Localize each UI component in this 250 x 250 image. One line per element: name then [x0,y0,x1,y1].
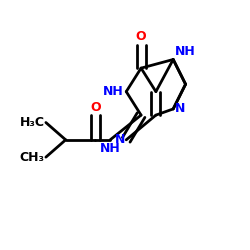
Text: O: O [136,30,146,44]
Text: CH₃: CH₃ [20,151,45,164]
Text: NH: NH [100,142,120,155]
Text: NH: NH [103,85,124,98]
Text: NH: NH [174,45,195,58]
Text: H₃C: H₃C [20,116,45,129]
Text: O: O [90,101,101,114]
Text: N: N [174,102,185,116]
Text: N: N [114,133,125,146]
